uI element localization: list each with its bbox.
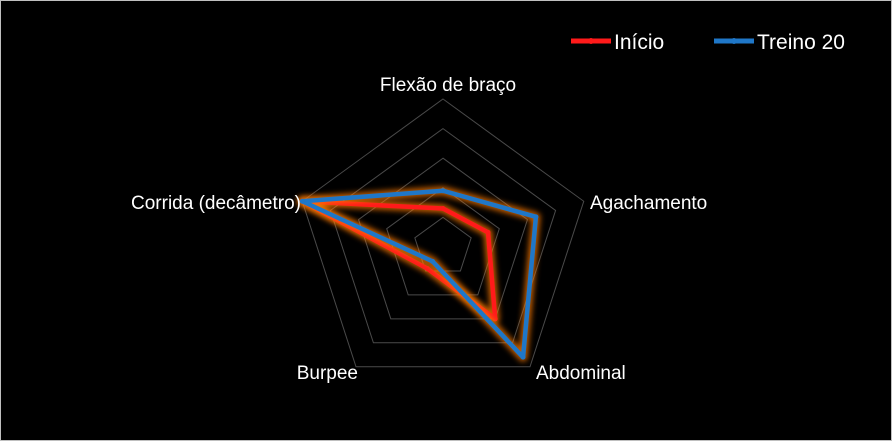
axis-label-1: Agachamento bbox=[590, 193, 707, 214]
grid-ring-5 bbox=[301, 98, 585, 368]
legend: Início Treino 20 bbox=[571, 31, 845, 54]
series-1-point-3 bbox=[430, 258, 436, 264]
legend-marker-1 bbox=[731, 38, 737, 44]
series-line-1 bbox=[299, 188, 539, 360]
legend-label-1: Treino 20 bbox=[757, 31, 845, 54]
series-1-point-0 bbox=[440, 188, 446, 194]
series-1-point-1 bbox=[533, 214, 539, 220]
axis-label-0: Flexão de braço bbox=[380, 75, 516, 96]
grid-ring-2 bbox=[386, 187, 500, 296]
axis-label-2: Abdominal bbox=[536, 363, 626, 384]
axis-label-4: Corrida (decâmetro) bbox=[131, 193, 301, 214]
series-1-point-2 bbox=[520, 354, 526, 360]
axis-labels: Flexão de braço Agachamento Abdominal Burpe… bbox=[131, 75, 707, 384]
series-0-point-0 bbox=[440, 206, 446, 212]
grid bbox=[301, 98, 585, 368]
series-layer bbox=[297, 186, 541, 362]
legend-marker-0 bbox=[588, 38, 594, 44]
series-1-point-4 bbox=[299, 198, 305, 204]
legend-label-0: Início bbox=[614, 31, 664, 54]
axis-label-3: Burpee bbox=[297, 363, 358, 384]
series-0-point-1 bbox=[485, 229, 491, 235]
series-0-point-3 bbox=[424, 266, 430, 272]
